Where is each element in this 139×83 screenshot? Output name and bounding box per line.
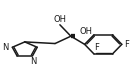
Text: F: F [95, 43, 100, 52]
Text: F: F [124, 40, 129, 49]
Text: OH: OH [53, 15, 66, 24]
Text: N: N [30, 57, 36, 66]
Text: OH: OH [80, 27, 93, 36]
Text: N: N [3, 43, 9, 52]
